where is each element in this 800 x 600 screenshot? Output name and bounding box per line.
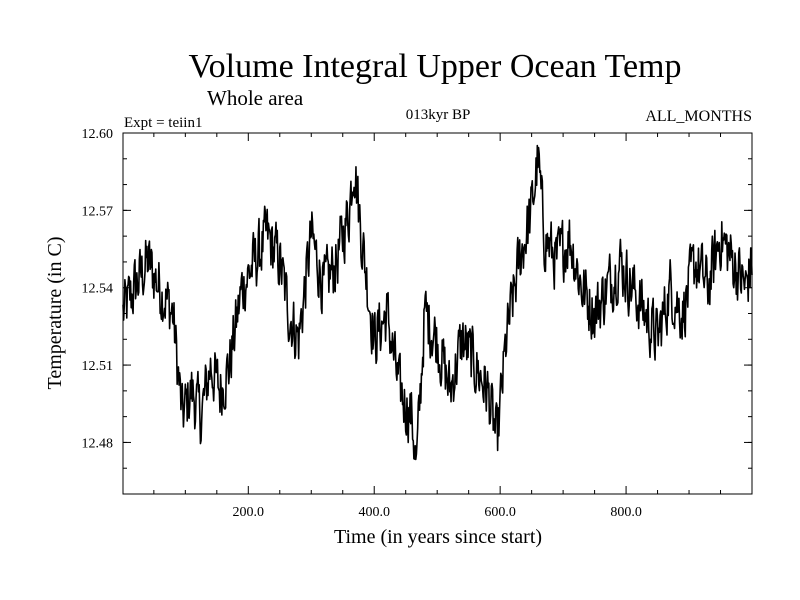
months-label: ALL_MONTHS	[645, 108, 752, 125]
x-tick-label: 600.0	[484, 505, 516, 520]
x-tick-label: 400.0	[358, 505, 390, 520]
chart-title: Volume Integral Upper Ocean Temp	[189, 48, 682, 85]
y-axis-label: Temperature (in C)	[44, 237, 66, 390]
experiment-label: Expt = teiin1	[124, 115, 202, 131]
temperature-series-line	[122, 144, 753, 461]
period-label: 013kyr BP	[406, 107, 471, 123]
y-tick-label: 12.51	[82, 359, 114, 374]
x-tick-label: 800.0	[610, 505, 642, 520]
x-tick-label: 200.0	[233, 505, 265, 520]
y-tick-label: 12.54	[82, 282, 114, 297]
series-layer	[122, 144, 753, 461]
y-tick-label: 12.60	[82, 127, 114, 142]
x-axis-label: Time (in years since start)	[334, 526, 542, 548]
y-tick-label: 12.57	[82, 204, 114, 219]
chart-subtitle: Whole area	[207, 86, 304, 110]
y-tick-label: 12.48	[82, 436, 114, 451]
x-axis: 200.0 400.0 600.0 800.0	[153, 133, 722, 520]
